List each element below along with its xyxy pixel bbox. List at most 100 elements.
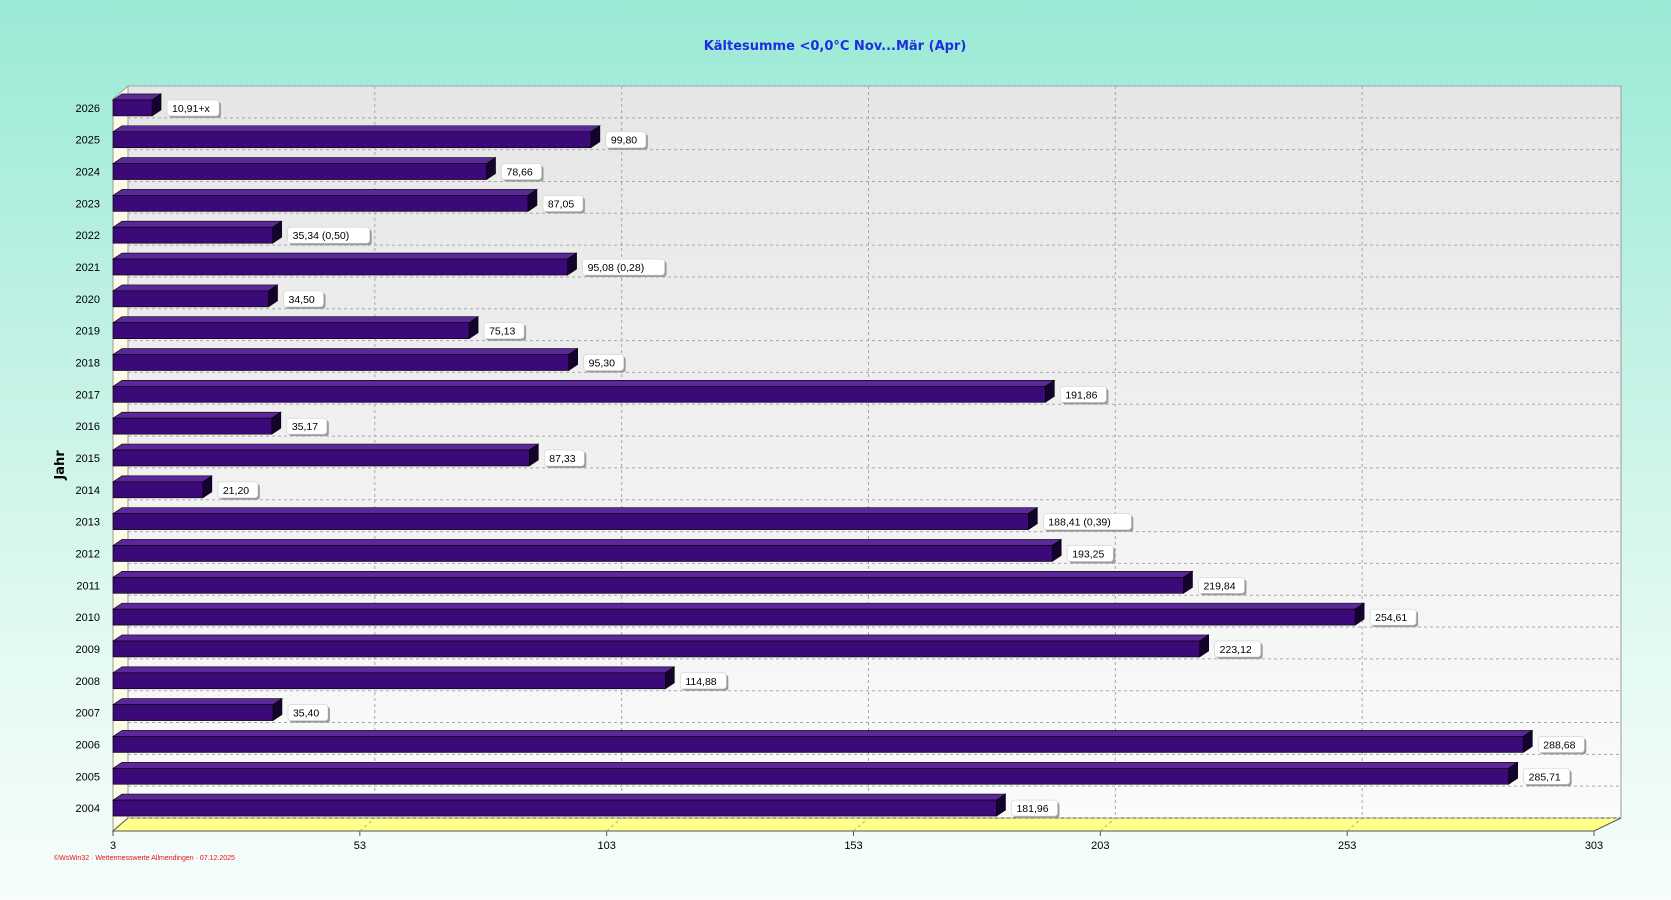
data-label: 34,50 [289, 294, 315, 306]
bar-top-face [112, 634, 1210, 642]
x-tick-label: 3 [110, 840, 116, 852]
y-tick-label: 2008 [76, 676, 100, 688]
credit-text: ©WsWin32 · Wettermesswerte Allmendingen … [54, 854, 235, 862]
data-label-box [501, 163, 542, 180]
x-tick-label: 203 [1091, 840, 1109, 852]
bar [112, 290, 269, 308]
bar-top-face [112, 252, 578, 260]
plot-floor [111, 817, 1622, 832]
x-tick-label: 153 [844, 840, 862, 852]
bar [112, 258, 568, 276]
bar [112, 386, 1046, 403]
bar [112, 322, 470, 339]
bar [112, 99, 153, 117]
bar [112, 131, 592, 149]
chart-title: Kältesumme <0,0°C Nov...Mär (Apr) [704, 39, 967, 54]
data-label-box [287, 226, 370, 244]
data-label: 191,86 [1065, 389, 1097, 401]
y-tick-label: 2016 [76, 421, 100, 433]
bar-top-face [112, 284, 279, 292]
bar-top-face [112, 220, 283, 228]
bar-top-face [112, 507, 1039, 514]
y-tick-label: 2015 [76, 453, 100, 465]
y-tick-label: 2025 [76, 135, 100, 147]
bar [112, 799, 997, 817]
bar [112, 163, 487, 180]
bar-top-face [112, 793, 1007, 801]
data-label: 219,84 [1203, 580, 1235, 592]
bar [112, 195, 529, 212]
data-label: 193,25 [1072, 548, 1104, 560]
data-label: 285,71 [1529, 771, 1561, 783]
data-label-box [1214, 640, 1261, 658]
y-tick-label: 2017 [76, 389, 100, 401]
y-tick-label: 2020 [76, 294, 100, 306]
bar-top-face [112, 602, 1366, 610]
y-tick-label: 2010 [76, 612, 100, 624]
data-label-box [1060, 386, 1107, 403]
y-tick-label: 2007 [76, 708, 100, 720]
data-label: 87,33 [549, 453, 575, 465]
bar [112, 354, 569, 371]
x-tick-label: 103 [597, 840, 615, 852]
y-tick-label: 2011 [76, 580, 100, 592]
data-label-box [1011, 799, 1058, 817]
data-label: 87,05 [548, 198, 574, 210]
data-label-box [1043, 513, 1132, 530]
data-label-box [605, 131, 647, 149]
data-label-box [1369, 608, 1417, 626]
y-tick-label: 2009 [76, 644, 100, 656]
bar-top-face [112, 475, 213, 483]
data-label-box [680, 672, 727, 690]
y-axis-label: Jahr [53, 450, 68, 481]
data-label-box [542, 195, 584, 212]
bar [112, 481, 204, 499]
y-tick-label: 2014 [76, 485, 100, 497]
data-label-box [1198, 577, 1245, 594]
x-tick-label: 53 [354, 840, 366, 852]
bar [112, 640, 1200, 658]
data-label: 254,61 [1375, 612, 1407, 624]
bar [112, 417, 273, 435]
bar [112, 767, 1509, 785]
bar [112, 736, 1524, 753]
y-tick-label: 2022 [76, 230, 100, 242]
data-label-box [166, 99, 220, 117]
x-tick-label: 303 [1585, 840, 1603, 852]
bar [112, 513, 1029, 530]
data-label: 10,91+x [172, 103, 210, 115]
bar-top-face [112, 761, 1519, 769]
data-label: 35,17 [292, 421, 318, 433]
data-label: 95,30 [589, 358, 615, 370]
data-label: 223,12 [1220, 644, 1252, 656]
plot-area: 3 53 103 153 203 253 303 2026 10,91+x 2025 99,80 20… [76, 84, 1622, 852]
bar-top-face [112, 698, 283, 705]
y-tick-label: 2018 [76, 358, 100, 370]
data-label: 35,40 [293, 708, 319, 720]
data-label: 188,41 (0,39) [1048, 517, 1110, 529]
bar-top-face [112, 539, 1063, 546]
data-label-box [1523, 767, 1570, 785]
data-label-box [217, 481, 259, 499]
y-tick-label: 2004 [76, 803, 100, 815]
data-label-box [483, 322, 525, 339]
data-label: 35,34 (0,50) [293, 230, 350, 242]
data-label: 75,13 [489, 326, 515, 338]
y-tick-label: 2023 [76, 198, 100, 210]
data-label-box [283, 290, 324, 308]
data-label-box [583, 354, 624, 371]
bar-top-face [112, 443, 540, 451]
bar-top-face [112, 157, 497, 164]
y-tick-label: 2021 [76, 262, 100, 274]
data-label-box [1538, 736, 1585, 753]
y-tick-label: 2006 [76, 739, 100, 751]
y-tick-label: 2005 [76, 771, 100, 783]
data-label-box [287, 704, 329, 721]
data-label: 181,96 [1016, 803, 1048, 815]
bar [112, 226, 273, 244]
y-tick-label: 2024 [76, 167, 100, 179]
y-tick-label: 2026 [76, 103, 100, 115]
bar [112, 545, 1053, 562]
bar-top-face [112, 380, 1056, 387]
